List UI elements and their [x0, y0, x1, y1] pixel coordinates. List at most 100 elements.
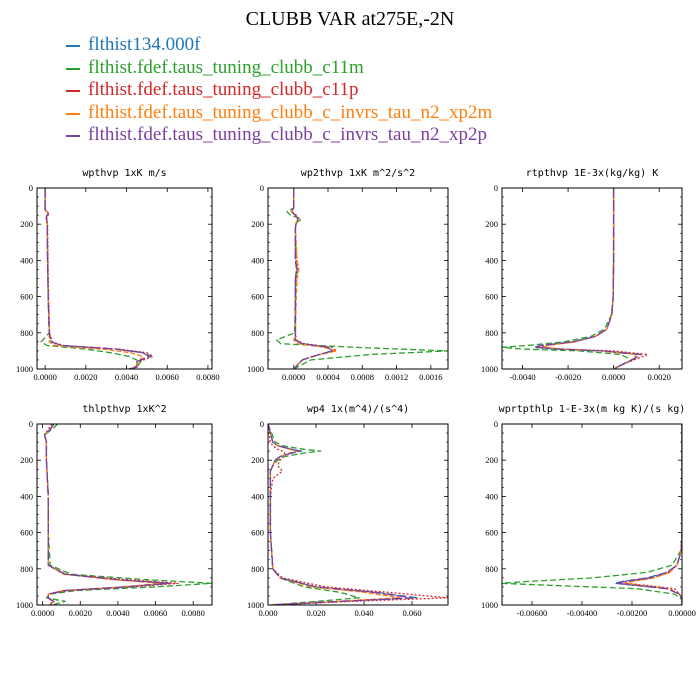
- series-line: [268, 424, 360, 605]
- series-group: [40, 188, 154, 369]
- plot-frame: [501, 187, 683, 370]
- plot-frame: [36, 187, 213, 370]
- series-line: [44, 188, 150, 369]
- y-tick-label: 200: [251, 219, 264, 229]
- x-tick-label: -0.0020: [555, 372, 581, 382]
- y-tick-label: 800: [485, 564, 498, 574]
- y-tick-label: 600: [251, 292, 264, 302]
- series-line: [44, 188, 152, 369]
- series-line: [616, 424, 682, 605]
- panel-title: wpthvp 1xK m/s: [82, 168, 166, 179]
- x-tick-label: 0.0000: [282, 372, 305, 382]
- legend-label: flthist.fdef.taus_tuning_clubb_c_invrs_t…: [88, 101, 493, 123]
- x-tick-label: 0.0040: [115, 372, 138, 382]
- series-line: [535, 188, 642, 369]
- series-line: [502, 424, 682, 605]
- legend-label: flthist.fdef.taus_tuning_clubb_c_invrs_t…: [88, 124, 487, 146]
- series-line: [43, 424, 212, 605]
- x-tick-label: 0.060: [402, 608, 421, 618]
- y-tick-label: 800: [20, 564, 33, 574]
- series-line: [44, 188, 144, 369]
- x-tick-label: 0.020: [306, 608, 325, 618]
- y-tick-label: 200: [251, 455, 264, 465]
- y-tick-label: 400: [251, 491, 264, 501]
- panel-title: wprtpthlp 1-E-3x(m kg K)/(s kg): [499, 404, 686, 415]
- y-tick-label: 200: [485, 455, 498, 465]
- y-tick-label: 0: [260, 183, 264, 193]
- series-group: [502, 424, 682, 605]
- y-tick-label: 400: [20, 491, 33, 501]
- x-tick-label: 0.0080: [181, 608, 204, 618]
- legend-item: flthist.fdef.taus_tuning_clubb_c_invrs_t…: [66, 124, 492, 147]
- y-tick-label: 800: [251, 328, 264, 338]
- y-tick-label: 0: [260, 419, 264, 429]
- y-tick-label: 1000: [247, 364, 264, 374]
- y-tick-label: 1000: [247, 600, 264, 610]
- legend-swatch: [66, 135, 80, 138]
- series-line: [268, 424, 401, 605]
- series-line: [268, 424, 413, 605]
- series-line: [623, 424, 682, 605]
- legend: flthist134.000f flthist.fdef.taus_tuning…: [66, 34, 492, 147]
- profile-panel: wprtpthlp 1-E-3x(m kg K)/(s kg)0 200 400 60…: [481, 404, 696, 618]
- series-line: [43, 424, 170, 605]
- y-tick-label: 1000: [481, 364, 498, 374]
- plot-frame: [36, 423, 213, 606]
- series-line: [291, 188, 338, 369]
- profile-panel: wp2thvp 1xK m^2/s^2 0 200 400 600 800 1000 0.00…: [247, 168, 449, 382]
- y-tick-label: 600: [251, 528, 264, 538]
- profile-panel: rtpthvp 1E-3x(kg/kg) K 0 200 400 600 800 1000 -…: [481, 168, 683, 382]
- legend-item: flthist.fdef.taus_tuning_clubb_c_invrs_t…: [66, 102, 492, 125]
- series-line: [43, 424, 179, 605]
- x-tick-label: 0.040: [354, 608, 373, 618]
- series-group: [268, 424, 448, 605]
- y-tick-label: 200: [20, 455, 33, 465]
- x-tick-label: -0.0040: [509, 372, 535, 382]
- series-group: [502, 188, 649, 369]
- figure-title: CLUBB VAR at275E,-2N: [245, 8, 455, 30]
- x-tick-label: 0.000: [258, 608, 277, 618]
- y-tick-label: 1000: [16, 600, 33, 610]
- legend-item: flthist134.000f: [66, 34, 492, 57]
- legend-swatch: [66, 45, 80, 48]
- x-tick-label: 0.0020: [69, 608, 92, 618]
- x-tick-label: 0.00000: [668, 608, 696, 618]
- x-tick-label: -0.00600: [517, 608, 547, 618]
- y-tick-label: 600: [20, 528, 33, 538]
- y-tick-label: 1000: [481, 600, 498, 610]
- series-line: [44, 188, 154, 369]
- panel-title: rtpthvp 1E-3x(kg/kg) K: [526, 168, 658, 179]
- y-tick-label: 400: [485, 255, 498, 265]
- x-tick-label: 0.0060: [144, 608, 167, 618]
- y-tick-label: 400: [485, 491, 498, 501]
- x-tick-label: 0.0000: [602, 372, 625, 382]
- legend-swatch: [66, 112, 80, 115]
- plot-frame: [501, 423, 683, 606]
- series-group: [43, 424, 212, 605]
- y-tick-label: 600: [20, 292, 33, 302]
- y-tick-label: 1000: [16, 364, 33, 374]
- y-tick-label: 0: [494, 183, 498, 193]
- series-line: [268, 424, 448, 605]
- x-tick-label: 0.0060: [156, 372, 179, 382]
- series-line: [502, 188, 633, 369]
- series-line: [537, 188, 649, 369]
- x-tick-label: 0.0080: [196, 372, 219, 382]
- y-tick-label: 0: [29, 183, 33, 193]
- x-tick-label: -0.00200: [617, 608, 647, 618]
- series-line: [275, 188, 448, 369]
- panel-title: wp4 1x(m^4)/(s^4): [307, 404, 409, 415]
- y-tick-label: 200: [20, 219, 33, 229]
- x-tick-label: 0.0040: [106, 608, 129, 618]
- x-tick-label: 0.0000: [31, 608, 54, 618]
- series-line: [40, 188, 142, 369]
- series-line: [626, 424, 682, 605]
- y-tick-label: 400: [251, 255, 264, 265]
- plot-frame: [267, 423, 449, 606]
- plot-frame: [267, 187, 449, 370]
- x-tick-label: 0.0012: [385, 372, 408, 382]
- legend-label: flthist.fdef.taus_tuning_clubb_c11m: [88, 56, 364, 78]
